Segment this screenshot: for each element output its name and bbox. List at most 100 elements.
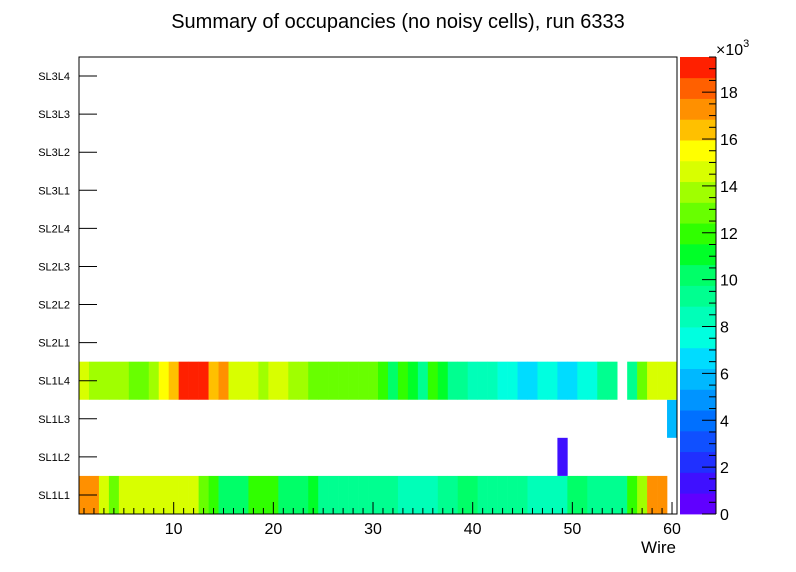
heatmap-cell [158,361,169,400]
heatmap-cell [387,361,399,400]
y-category-label: SL2L3 [38,261,70,273]
heatmap-cell [407,475,419,514]
palette-swatch [680,327,716,349]
heatmap-cell [308,475,319,514]
heatmap-cell [447,475,459,514]
heatmap-cell [198,475,209,514]
palette-swatch [680,202,716,224]
y-category-label: SL3L1 [38,185,70,197]
heatmap-cell [547,475,558,514]
heatmap-cell [228,361,239,400]
heatmap-cell [168,361,179,400]
heatmap-cell [178,475,189,514]
color-palette [680,57,716,515]
heatmap-cell [657,475,668,514]
heatmap-cell [637,361,648,400]
heatmap-cell [178,361,189,400]
heatmap-cell [208,361,219,400]
y-category-label: SL3L2 [38,147,70,159]
heatmap-cell [118,361,130,400]
heatmap-cell [268,361,279,400]
heatmap-cell [447,361,459,400]
palette-swatch [680,57,716,79]
x-tick-label: 30 [364,521,382,538]
heatmap-cell [328,475,339,514]
palette-swatch [680,181,716,203]
heatmap-cell [507,361,518,400]
heatmap-cell [288,475,299,514]
y-category-label: SL1L2 [38,452,70,464]
palette-swatch [680,223,716,245]
palette-swatch [680,368,716,390]
heatmap-cells [79,361,678,514]
heatmap-cell [348,475,359,514]
heatmap-cell [467,361,478,400]
heatmap-cell [148,361,160,400]
x-tick-label: 10 [165,521,183,538]
heatmap-cell [647,361,658,400]
heatmap-cell [378,475,389,514]
palette-swatch [680,285,716,307]
heatmap-cell [587,475,598,514]
palette-swatch [680,140,716,162]
color-axis: 0 2 4 6 8 10 12 14 16 18 [702,56,738,524]
heatmap-cell [318,475,329,514]
heatmap-cell [118,475,130,514]
y-axis: SL1L1 SL1L2 SL1L3 SL1L4 SL2L1 SL2L2 SL2L3 SL2L4… [38,71,97,502]
x-tick-label: 60 [663,521,681,538]
heatmap-cell [228,475,239,514]
palette-swatch [680,264,716,286]
heatmap-cell [268,475,279,514]
palette-swatch [680,493,716,515]
heatmap-cell [397,361,409,400]
palette-swatch [680,243,716,266]
heatmap-cell [477,361,488,400]
y-category-label: SL1L3 [38,414,70,426]
heatmap-cell [667,361,678,400]
heatmap-cell [298,361,309,400]
heatmap-cell [298,475,309,514]
palette-swatch [680,119,716,141]
heatmap-cell [607,361,618,400]
heatmap-cell [168,475,179,514]
heatmap-cell [128,361,140,400]
heatmap-cell [198,361,209,400]
heatmap-cell [617,475,628,514]
heatmap-cell [158,475,169,514]
color-tick-label: 12 [720,226,738,243]
heatmap-cell [308,361,319,400]
heatmap-cell [108,475,120,514]
x-tick-label: 40 [464,521,482,538]
heatmap-cell [527,475,538,514]
heatmap-cell [667,399,678,438]
y-category-label: SL2L1 [38,338,70,350]
heatmap-cell [138,361,150,400]
palette-swatch [680,410,716,432]
heatmap-cell [148,475,160,514]
color-tick-label: 2 [720,460,729,477]
heatmap-cell [607,475,618,514]
heatmap-cell [657,361,668,400]
heatmap-cell [467,475,478,514]
heatmap-cell [647,475,658,514]
heatmap-cell [208,475,219,514]
palette-swatch [680,451,716,473]
heatmap-cell [98,475,110,514]
heatmap-cell [587,361,598,400]
heatmap-cell [487,361,498,400]
heatmap-cell [128,475,140,514]
palette-swatch [680,472,716,494]
heatmap-cell [557,361,568,400]
color-tick-label: 6 [720,366,729,383]
heatmap-cell [627,475,638,514]
heatmap-cell [348,361,359,400]
y-category-label: SL2L2 [38,300,70,312]
heatmap-cell [427,475,439,514]
palette-swatch [680,347,716,369]
heatmap-cell [338,475,349,514]
heatmap-cell [497,361,508,400]
heatmap-cell [597,361,608,400]
heatmap-cell [108,361,120,400]
heatmap-cell [368,361,379,400]
